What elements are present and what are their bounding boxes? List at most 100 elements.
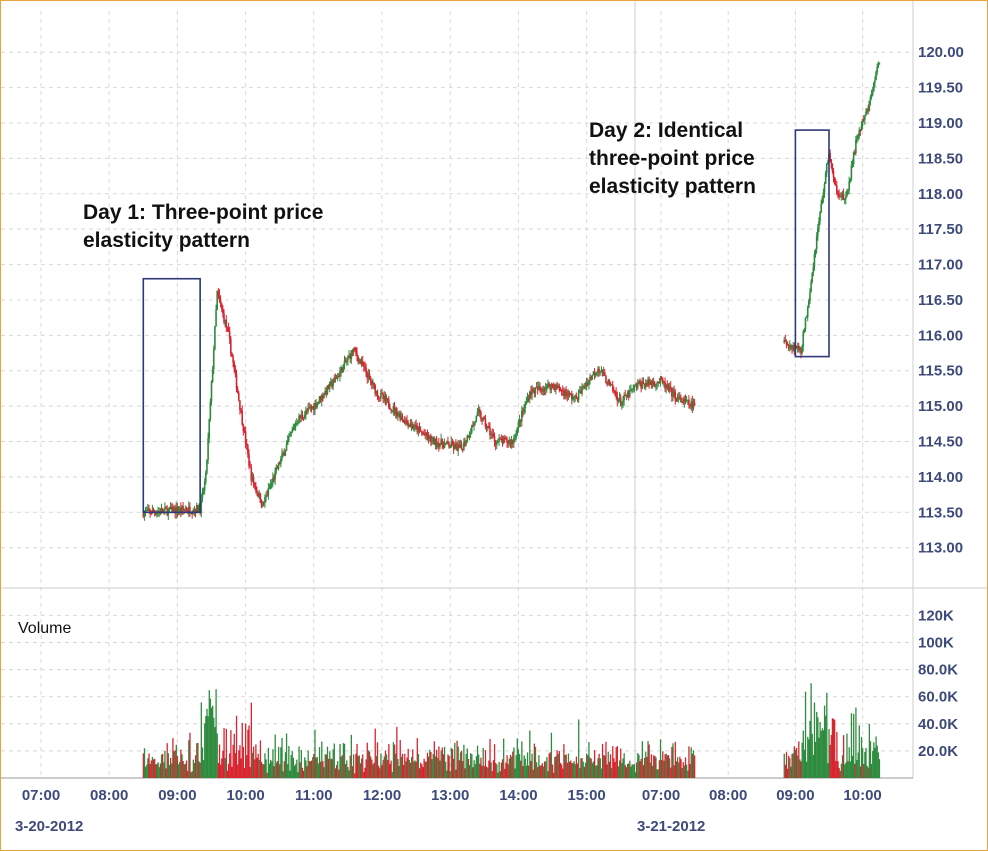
- day1-candle-body: [592, 371, 595, 376]
- day1-volume-bar: [227, 763, 230, 778]
- day1-volume-bar: [600, 768, 603, 778]
- day1-candle-body: [239, 400, 241, 410]
- day1-candle-body: [514, 438, 516, 440]
- day2-volume-bar: [847, 761, 849, 778]
- day1-volume-bar: [689, 763, 691, 778]
- day1-candle-body: [156, 512, 158, 515]
- day1-volume-bar: [182, 760, 184, 778]
- day1-volume-bar: [570, 760, 572, 778]
- day2-candle-body: [870, 94, 873, 97]
- day2-volume-bar: [795, 747, 798, 778]
- day1-candle-body: [200, 498, 203, 513]
- day1-candle-body: [473, 422, 475, 426]
- day1-candle-body: [230, 338, 232, 354]
- day1-candle-body: [663, 381, 665, 384]
- day1-volume-bar: [146, 764, 148, 778]
- day2-candle-body: [845, 196, 847, 200]
- day1-volume-bar: [607, 751, 609, 778]
- time-tick-label: 10:00: [226, 787, 264, 804]
- day2-volume-bar: [788, 755, 790, 778]
- day1-volume-bar: [632, 764, 634, 778]
- day1-volume-bar: [327, 758, 330, 778]
- day1-candle-body: [349, 355, 351, 360]
- day1-volume-bar: [357, 756, 359, 778]
- day1-volume-bar: [634, 772, 637, 778]
- day1-candle-body: [402, 420, 405, 422]
- day1-candle-body: [521, 411, 523, 422]
- day2-candle-body: [851, 163, 854, 166]
- day1-candle-body: [530, 391, 532, 395]
- day1-volume-bar: [222, 750, 224, 778]
- day1-volume-bar: [150, 760, 152, 778]
- day1-volume-bar: [578, 719, 580, 778]
- day1-volume-bar: [288, 746, 290, 778]
- day1-candle-body: [599, 371, 602, 373]
- day1-candle-body: [497, 441, 499, 443]
- day1-candle-body: [291, 430, 294, 433]
- day1-candle-body: [447, 441, 449, 445]
- day1-candle-body: [523, 408, 525, 412]
- day1-volume-bar: [683, 765, 686, 778]
- day1-candle-body: [222, 308, 224, 314]
- day1-candle-body: [209, 401, 212, 420]
- day1-volume-bar: [221, 758, 223, 778]
- day1-volume-bar: [453, 758, 455, 778]
- day2-candle-body: [814, 249, 817, 255]
- day2-volume-bar: [867, 767, 869, 778]
- day1-candle-body: [335, 377, 338, 380]
- day1-candle-body: [482, 417, 484, 421]
- day1-volume-bar: [500, 762, 503, 778]
- day1-candle-body: [393, 406, 396, 413]
- day1-candle-body: [318, 396, 321, 402]
- day1-candle-body: [684, 398, 687, 401]
- day2-candle-body: [836, 185, 838, 194]
- day1-volume-bar: [400, 756, 403, 778]
- day1-volume-bar: [254, 759, 256, 778]
- day1-volume-bar: [451, 748, 454, 778]
- day1-candle-body: [274, 470, 276, 480]
- day2-candle-body: [834, 184, 837, 186]
- day1-candle-body: [303, 414, 306, 419]
- day1-candle-body: [148, 508, 150, 511]
- day2-candle-body: [819, 212, 821, 222]
- day1-candle-body: [359, 359, 362, 364]
- day1-candle-body: [416, 426, 419, 433]
- day1-volume-bar: [534, 746, 537, 778]
- day1-volume-bar: [483, 766, 485, 778]
- day2-volume-bar: [874, 747, 876, 778]
- day2-candle-body: [865, 111, 867, 116]
- day1-volume-bar: [194, 755, 197, 778]
- day1-volume-bar: [423, 758, 425, 778]
- day1-candle-body: [341, 367, 344, 373]
- day1-volume-bar: [142, 753, 144, 778]
- day2-candle-body: [821, 198, 824, 205]
- day1-volume-bar: [205, 715, 207, 778]
- day1-candle-body: [251, 476, 254, 481]
- day1-volume-bar: [520, 760, 522, 778]
- day1-candle-body: [513, 438, 515, 444]
- day1-candle-body: [533, 390, 536, 394]
- day1-volume-bar: [458, 760, 460, 778]
- day1-candle-body: [474, 421, 477, 423]
- day1-volume-bar: [681, 768, 683, 778]
- day1-volume-bar: [380, 753, 382, 778]
- day1-candle-body: [322, 394, 324, 398]
- day1-candle-body: [531, 389, 533, 395]
- day2-volume-bar: [858, 725, 860, 778]
- day1-volume-bar: [149, 764, 151, 778]
- day1-volume-bar: [370, 756, 372, 778]
- annotation-label: Day 2: Identical: [589, 119, 743, 142]
- day1-volume-bar: [597, 758, 599, 778]
- day1-volume-bar: [356, 743, 358, 778]
- day1-volume-bar: [624, 765, 626, 778]
- day1-volume-bar: [390, 760, 392, 778]
- day1-candle-body: [332, 382, 334, 387]
- day1-candle-body: [463, 442, 465, 451]
- day2-volume-bar: [816, 711, 818, 778]
- day1-volume-bar: [616, 746, 618, 778]
- day1-candle-body: [355, 348, 357, 353]
- day1-volume-bar: [317, 763, 320, 778]
- volume-tick-label: 20.0K: [918, 743, 958, 760]
- day1-candle-body: [642, 381, 645, 384]
- day2-volume-bar: [817, 717, 819, 778]
